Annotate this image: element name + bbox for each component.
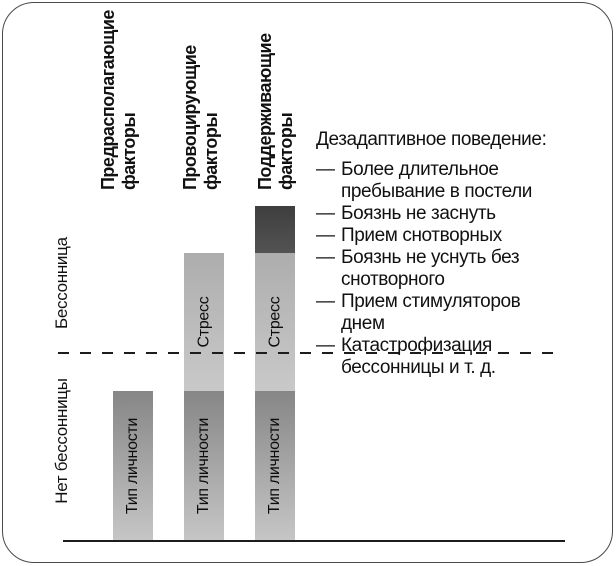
axis-label-no-insomnia: Нет бессонницы xyxy=(52,378,71,504)
list-item-text: Катастрофизация бессонницы и т. д. xyxy=(341,335,496,378)
column-label-line: Провоцирующие xyxy=(180,45,200,190)
column-label-predisposing-factors: Предрасполагающие факторы xyxy=(98,5,140,190)
em-dash-bullet: — xyxy=(316,225,335,246)
list-item: — Прием снотворных xyxy=(316,225,568,247)
insomnia-threshold-dashed-line xyxy=(58,352,562,354)
column-label-line: факторы xyxy=(119,112,139,190)
bar-perpetuating-segment-personality: Тип личности xyxy=(255,391,295,541)
list-item: — Более длительное пребывание в постели xyxy=(316,159,568,203)
em-dash-bullet: — xyxy=(316,203,335,224)
bar-precipitating-segment-personality: Тип личности xyxy=(184,391,224,541)
em-dash-bullet: — xyxy=(316,159,335,180)
maladaptive-behavior-title: Дезадаптивное поведение: xyxy=(316,129,547,150)
list-item: — Катастрофизация бессонницы и т. д. xyxy=(316,335,568,379)
list-item: — Боязнь не заснуть xyxy=(316,203,568,225)
bar-segment-label: Тип личности xyxy=(124,417,142,515)
em-dash-bullet: — xyxy=(316,335,335,356)
column-label-precipitating-factors: Провоцирующие факторы xyxy=(180,5,222,190)
bar-perpetuating-segment-maladaptive xyxy=(255,206,295,253)
bar-precipitating-segment-stress: Стресс xyxy=(184,253,224,391)
column-label-line: факторы xyxy=(201,112,221,190)
maladaptive-behavior-block: Дезадаптивное поведение: — Более длитель… xyxy=(316,129,568,379)
bar-segment-label: Тип личности xyxy=(266,417,284,515)
bar-perpetuating-segment-stress: Стресс xyxy=(255,253,295,391)
bar-segment-label: Стресс xyxy=(195,296,213,348)
list-item: — Боязнь не уснуть без снотворного xyxy=(316,247,568,291)
list-item-text: Боязнь не уснуть без снотворного xyxy=(341,247,520,290)
em-dash-bullet: — xyxy=(316,247,335,268)
list-item-text: Прием снотворных xyxy=(341,225,502,246)
column-label-line: Предрасполагающие xyxy=(98,10,118,190)
list-item-text: Более длительное пребывание в постели xyxy=(341,159,532,202)
column-label-line: факторы xyxy=(276,112,296,190)
bar-segment-label: Тип личности xyxy=(195,417,213,515)
bar-predisposing-segment-personality: Тип личности xyxy=(113,391,153,541)
axis-label-insomnia: Бессонница xyxy=(52,237,71,329)
list-item-text: Боязнь не заснуть xyxy=(341,203,496,224)
em-dash-bullet: — xyxy=(316,291,335,312)
list-item: — Прием стимуляторов днем xyxy=(316,291,568,335)
column-label-line: Поддерживающие xyxy=(255,33,275,190)
x-axis-baseline xyxy=(63,540,565,542)
list-item-text: Прием стимуляторов днем xyxy=(341,291,521,334)
bar-segment-label: Стресс xyxy=(266,296,284,348)
column-label-perpetuating-factors: Поддерживающие факторы xyxy=(255,5,297,190)
